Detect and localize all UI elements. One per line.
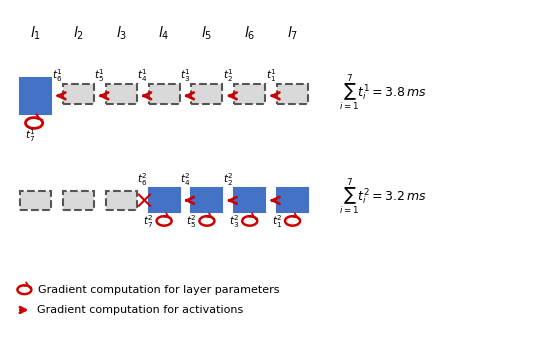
Text: $t_4^1$: $t_4^1$ bbox=[137, 67, 148, 84]
FancyBboxPatch shape bbox=[277, 84, 308, 104]
Text: $l_1$: $l_1$ bbox=[30, 25, 41, 42]
FancyBboxPatch shape bbox=[234, 188, 265, 212]
FancyBboxPatch shape bbox=[63, 191, 94, 210]
Text: Gradient computation for layer parameters: Gradient computation for layer parameter… bbox=[38, 285, 279, 295]
Text: $l_2$: $l_2$ bbox=[73, 25, 84, 42]
Text: $t_7^2$: $t_7^2$ bbox=[143, 213, 154, 230]
Text: $\times$: $\times$ bbox=[133, 188, 152, 212]
FancyBboxPatch shape bbox=[277, 188, 308, 212]
FancyBboxPatch shape bbox=[148, 188, 180, 212]
Text: $t_5^1$: $t_5^1$ bbox=[95, 67, 105, 84]
Text: $l_4$: $l_4$ bbox=[158, 25, 170, 42]
Text: $l_5$: $l_5$ bbox=[201, 25, 213, 42]
Text: $t_1^1$: $t_1^1$ bbox=[266, 67, 277, 84]
FancyBboxPatch shape bbox=[192, 188, 222, 212]
FancyBboxPatch shape bbox=[106, 191, 137, 210]
Text: $t_2^1$: $t_2^1$ bbox=[223, 67, 233, 84]
FancyBboxPatch shape bbox=[234, 84, 265, 104]
Text: $t_2^2$: $t_2^2$ bbox=[223, 171, 233, 188]
Text: $l_6$: $l_6$ bbox=[244, 25, 256, 42]
Text: $t_7^1$: $t_7^1$ bbox=[25, 128, 36, 144]
FancyBboxPatch shape bbox=[20, 78, 51, 114]
Text: $t_3^1$: $t_3^1$ bbox=[180, 67, 191, 84]
Text: $t_1^2$: $t_1^2$ bbox=[272, 213, 282, 230]
Text: $l_3$: $l_3$ bbox=[116, 25, 127, 42]
Text: $l_7$: $l_7$ bbox=[287, 25, 298, 42]
Text: $t_4^2$: $t_4^2$ bbox=[180, 171, 191, 188]
FancyBboxPatch shape bbox=[63, 84, 94, 104]
Text: $t_3^2$: $t_3^2$ bbox=[229, 213, 239, 230]
Text: $t_5^2$: $t_5^2$ bbox=[186, 213, 197, 230]
FancyBboxPatch shape bbox=[106, 84, 137, 104]
Text: $t_6^2$: $t_6^2$ bbox=[137, 171, 148, 188]
Text: $\sum_{i=1}^{7} t_i^1 = 3.8\,ms$: $\sum_{i=1}^{7} t_i^1 = 3.8\,ms$ bbox=[338, 72, 426, 113]
FancyBboxPatch shape bbox=[148, 84, 180, 104]
Text: Gradient computation for activations: Gradient computation for activations bbox=[37, 305, 244, 315]
Text: $t_6^1$: $t_6^1$ bbox=[52, 67, 62, 84]
FancyBboxPatch shape bbox=[20, 191, 51, 210]
FancyBboxPatch shape bbox=[192, 84, 222, 104]
Text: $\sum_{i=1}^{7} t_i^2 = 3.2\,ms$: $\sum_{i=1}^{7} t_i^2 = 3.2\,ms$ bbox=[338, 177, 426, 217]
